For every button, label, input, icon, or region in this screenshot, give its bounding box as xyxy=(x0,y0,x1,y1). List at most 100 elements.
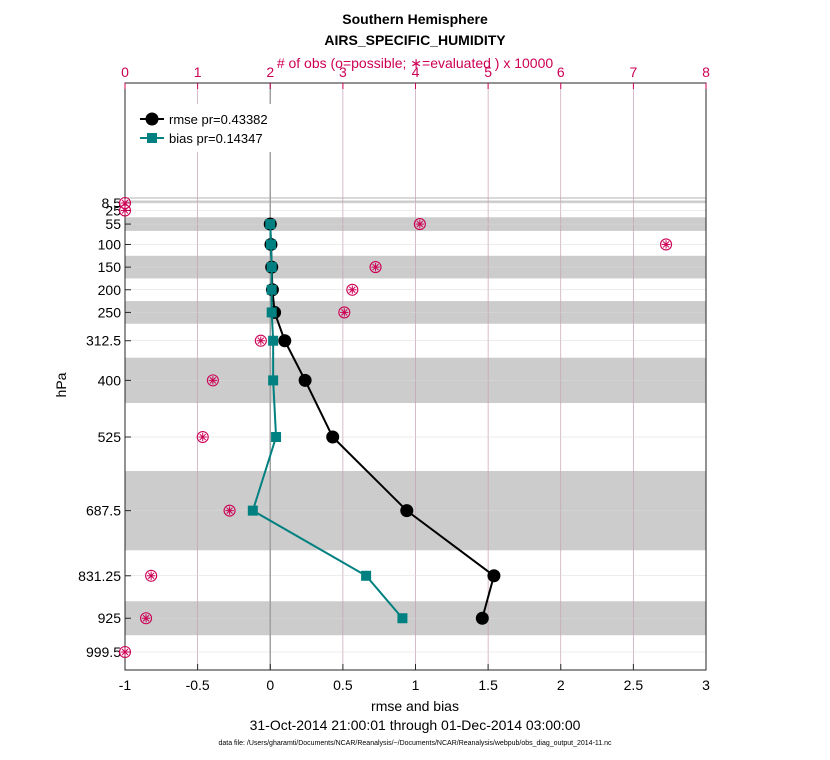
legend-rmse-label: rmse pr=0.43382 xyxy=(169,112,268,127)
y-tick-label-4: 150 xyxy=(98,259,122,275)
x-tick-label-2: 0 xyxy=(266,677,274,693)
top-tick-label-7: 7 xyxy=(629,64,637,80)
obs-star-d2-6 xyxy=(341,309,348,316)
x-tick-label-7: 2.5 xyxy=(624,677,644,693)
bias-line xyxy=(251,224,404,619)
obs-evaluated-marker-7 xyxy=(256,336,266,345)
y-axis-label: hPa xyxy=(53,372,69,397)
y-tick-label-3: 100 xyxy=(98,236,122,252)
y-tick-label-12: 925 xyxy=(98,610,122,626)
obs-evaluated-marker-11 xyxy=(146,571,156,580)
y-tick-label-13: 999.5 xyxy=(86,644,121,660)
x-axis-label: rmse and bias xyxy=(371,698,459,714)
y-tick-label-8: 400 xyxy=(98,372,122,388)
x-tick-label-0: -1 xyxy=(119,677,132,693)
obs-possible-marker-1 xyxy=(118,204,132,217)
footnote: data file: /Users/gharamti/Documents/NCA… xyxy=(218,740,612,747)
obs-possible-marker-5 xyxy=(346,283,359,296)
obs-evaluated-marker-1 xyxy=(120,206,130,215)
obs-evaluated-marker-10 xyxy=(225,506,234,515)
obs-evaluated-marker-9 xyxy=(198,432,207,442)
obs-evaluated-marker-12 xyxy=(141,614,151,623)
bias-point-10 xyxy=(397,613,408,624)
legend-rmse-marker xyxy=(145,112,159,126)
obs-star-d2-2 xyxy=(416,220,424,228)
obs-star-d2-13 xyxy=(121,648,129,656)
legend-bias-marker xyxy=(147,133,157,143)
date-range: 31-Oct-2014 21:00:01 through 01-Dec-2014… xyxy=(250,717,581,733)
obs-star-d2-5 xyxy=(348,286,356,294)
legend-box xyxy=(130,104,285,152)
top-tick-label-6: 6 xyxy=(557,64,565,80)
obs-star-d2-3 xyxy=(662,241,670,248)
chart-title: Southern Hemisphere xyxy=(342,11,488,27)
y-tick-label-0: 8.5 xyxy=(102,195,122,211)
y-tick-label-1: 25 xyxy=(105,202,121,218)
y-tick-label-9: 525 xyxy=(98,429,122,445)
obs-possible-marker-10 xyxy=(223,504,236,517)
bias-point-1 xyxy=(265,239,276,250)
obs-star-d2-4 xyxy=(372,263,379,271)
obs-evaluated-marker-3 xyxy=(661,240,671,249)
bias-point-2 xyxy=(266,262,277,273)
top-tick-label-3: 3 xyxy=(339,64,347,80)
obs-possible-marker-3 xyxy=(660,238,673,251)
bias-point-0 xyxy=(265,219,276,230)
obs-possible-marker-7 xyxy=(254,334,267,347)
y-tick-label-6: 250 xyxy=(98,304,122,320)
top-tick-label-4: 4 xyxy=(412,64,420,80)
chart-subtitle: AIRS_SPECIFIC_HUMIDITY xyxy=(324,32,506,48)
rmse-point-7 xyxy=(326,430,340,444)
obs-possible-marker-2 xyxy=(413,218,426,231)
top-tick-label-8: 8 xyxy=(702,64,710,80)
obs-star-d2-11 xyxy=(147,572,155,580)
x-tick-label-3: 0.5 xyxy=(333,677,353,693)
x-ticks: -1 -0.5 0 0.5 1 1.5 2 2.5 3 xyxy=(119,664,710,693)
rmse-line xyxy=(269,224,496,619)
obs-evaluated-marker-5 xyxy=(348,285,357,294)
obs-evaluated-marker-13 xyxy=(120,647,130,657)
y-tick-label-11: 831.25 xyxy=(78,568,121,584)
top-tick-label-1: 1 xyxy=(194,64,202,80)
y-tick-label-10: 687.5 xyxy=(86,503,121,519)
obs-possible-marker-11 xyxy=(145,569,158,582)
obs-star-d2-1 xyxy=(121,207,129,214)
legend: rmse pr=0.43382 bias pr=0.14347 xyxy=(130,104,285,152)
bias-point-5 xyxy=(268,335,279,346)
obs-possible-marker-6 xyxy=(338,306,351,319)
rmse-point-6 xyxy=(298,373,312,387)
top-tick-label-2: 2 xyxy=(266,64,274,80)
rmse-point-9 xyxy=(487,569,501,583)
obs-markers xyxy=(118,196,673,659)
y-tick-label-7: 312.5 xyxy=(86,333,121,349)
x-tick-label-1: -0.5 xyxy=(186,677,210,693)
obs-evaluated-marker-4 xyxy=(371,262,380,272)
series-lines xyxy=(247,217,501,625)
x-tick-label-8: 3 xyxy=(702,677,710,693)
bias-point-8 xyxy=(247,505,258,516)
bias-point-9 xyxy=(361,570,372,581)
obs-star-d2-12 xyxy=(142,614,150,622)
x-tick-label-4: 1 xyxy=(412,677,420,693)
top-tick-label-0: 0 xyxy=(121,64,129,80)
y-tick-label-5: 200 xyxy=(98,282,122,298)
obs-possible-marker-8 xyxy=(206,374,219,387)
obs-possible-marker-4 xyxy=(369,261,382,274)
bias-point-7 xyxy=(271,432,282,443)
obs-evaluated-marker-8 xyxy=(208,376,218,385)
obs-possible-marker-13 xyxy=(118,645,132,659)
obs-star-d2-10 xyxy=(226,507,233,514)
bias-point-4 xyxy=(266,307,277,318)
obs-star-d2-8 xyxy=(209,377,217,384)
bias-point-6 xyxy=(268,375,279,386)
obs-evaluated-marker-6 xyxy=(340,308,349,317)
rmse-point-5 xyxy=(278,334,292,348)
x-tick-label-5: 1.5 xyxy=(478,677,498,693)
top-tick-label-5: 5 xyxy=(484,64,492,80)
top-axis-label: # of obs (o=possible; ∗=evaluated ) x 10… xyxy=(277,55,554,71)
legend-bias-label: bias pr=0.14347 xyxy=(169,131,263,146)
x-tick-label-6: 2 xyxy=(557,677,565,693)
obs-possible-marker-9 xyxy=(196,430,209,444)
